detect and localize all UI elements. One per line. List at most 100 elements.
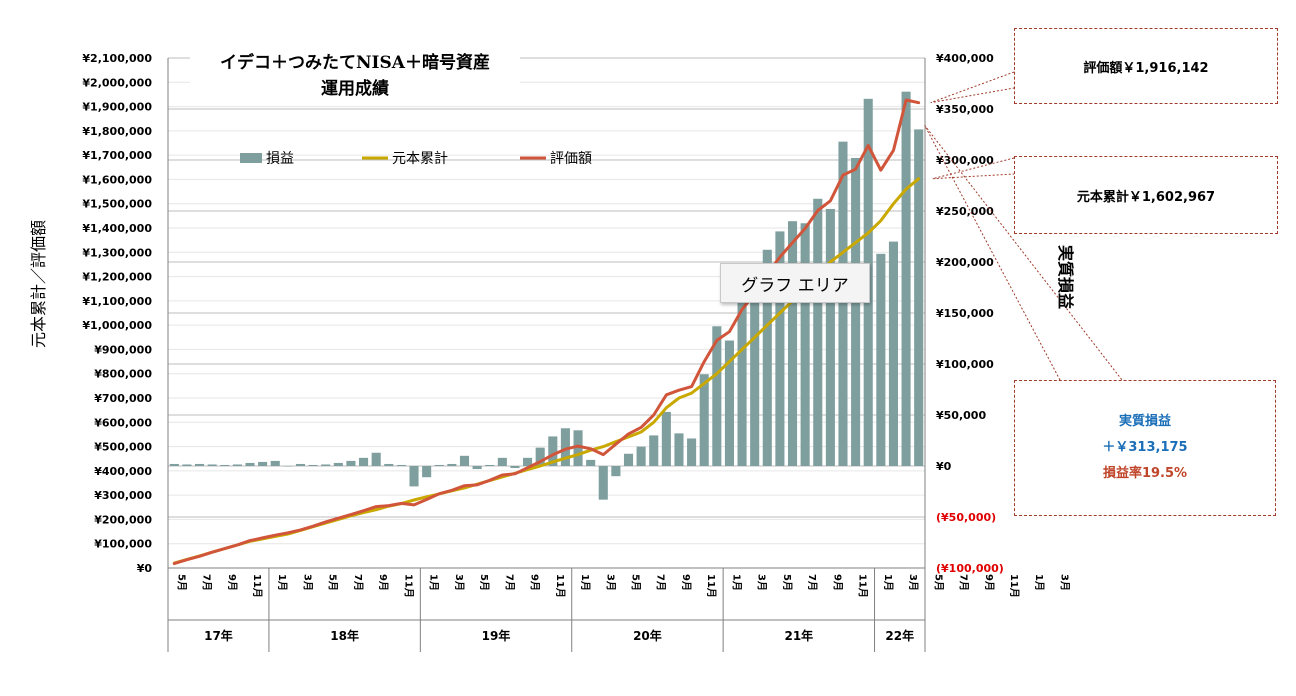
x-year-label: 19年 (482, 628, 511, 643)
bar-soneki (359, 457, 369, 466)
x-month-label: 7月 (201, 574, 213, 591)
left-tick-label: ¥0 (137, 562, 153, 575)
x-month-label: 9月 (377, 574, 389, 591)
right-tick-label: ¥50,000 (936, 409, 986, 422)
bar-soneki (245, 462, 255, 466)
bar-soneki (762, 249, 772, 466)
left-tick-label: ¥400,000 (94, 465, 152, 478)
left-tick-label: ¥1,400,000 (82, 222, 152, 235)
right-tick-label: ¥200,000 (936, 256, 994, 269)
left-tick-label: ¥1,500,000 (82, 198, 152, 211)
bar-soneki (510, 466, 520, 469)
x-year-label: 17年 (204, 628, 233, 643)
x-month-label: 1月 (276, 574, 288, 591)
x-month-label: 7月 (806, 574, 818, 591)
bar-soneki (775, 231, 785, 466)
line-hyoka (172, 98, 921, 566)
x-year-label: 21年 (784, 628, 813, 643)
left-axis-ticks: ¥0 ¥100,000 ¥200,000 ¥300,000 ¥400,000 ¥500,0… (82, 52, 152, 575)
bar-soneki (737, 297, 747, 466)
x-month-label: 7月 (958, 574, 970, 591)
x-month-label: 9月 (983, 574, 995, 591)
bar-soneki (724, 340, 734, 466)
bar-soneki (851, 157, 861, 466)
x-month-label: 9月 (831, 574, 843, 591)
bar-soneki (497, 457, 507, 466)
x-month-label: 11月 (402, 574, 414, 598)
bar-soneki (472, 466, 482, 470)
title-background (190, 44, 520, 98)
bar-soneki (485, 464, 495, 466)
callout-jisshitsu-value: ＋￥313,175 (1102, 440, 1188, 455)
bar-soneki (207, 464, 217, 466)
x-axis: 5月 7月 9月 11月 1月 3月 5月 7月 9月 11月 1月 3月 5月 7月 9月 11月 1月 3月 5… (167, 568, 1071, 652)
x-month-label: 7月 (655, 574, 667, 591)
left-tick-label: ¥600,000 (94, 416, 152, 429)
left-tick-label: ¥1,600,000 (82, 173, 152, 186)
callout-gankin: 元本累計￥1,602,967 (1014, 156, 1278, 234)
x-month-label: 7月 (352, 574, 364, 591)
bar-soneki (623, 453, 634, 466)
bar-soneki (258, 461, 268, 466)
legend-label-soneki: 損益 (266, 151, 294, 167)
x-month-label: 7月 (503, 574, 515, 591)
x-month-label: 11月 (705, 574, 717, 598)
bar-soneki (813, 198, 823, 466)
bar-soneki (232, 464, 242, 466)
x-month-label: 5月 (932, 574, 944, 591)
bar-soneki (270, 460, 280, 466)
x-month-label: 9月 (226, 574, 238, 591)
x-month-label: 1月 (730, 574, 742, 591)
x-year-label: 20年 (633, 628, 662, 643)
bar-soneki (825, 208, 835, 466)
right-tick-label: ¥300,000 (936, 154, 994, 167)
x-month-label: 5月 (478, 574, 490, 591)
bar-soneki (422, 466, 432, 478)
x-month-label: 5月 (781, 574, 793, 591)
x-month-label: 3月 (302, 574, 314, 591)
bar-soneki (787, 221, 798, 466)
right-tick-label: ¥250,000 (936, 205, 994, 218)
x-year-label: 22年 (885, 628, 914, 643)
chart-area-tooltip: グラフ エリア (720, 263, 870, 303)
bar-soneki (560, 428, 570, 466)
callout-leader-lines (924, 71, 1123, 381)
left-tick-label: ¥500,000 (94, 441, 152, 454)
x-month-label: 1月 (1033, 574, 1045, 591)
bar-soneki (535, 447, 545, 466)
bar-soneki (901, 91, 911, 466)
bar-soneki (220, 464, 230, 466)
bar-soneki (194, 463, 205, 466)
bar-soneki (636, 446, 646, 466)
bar-soneki (459, 455, 470, 466)
bar-soneki (573, 430, 583, 466)
bar-soneki (333, 462, 343, 466)
right-tick-label: ¥400,000 (936, 52, 994, 65)
callout-jisshitsu-rate: 損益率19.5% (1102, 466, 1188, 481)
bar-soneki (687, 438, 697, 466)
bar-soneki (396, 464, 406, 466)
x-month-label: 1月 (882, 574, 894, 591)
left-tick-label: ¥1,200,000 (82, 271, 152, 284)
bar-soneki (384, 463, 394, 466)
chart-title-line2: 運用成績 (321, 78, 389, 99)
left-tick-label: ¥2,100,000 (82, 52, 152, 65)
x-month-label: 11月 (251, 574, 263, 598)
left-tick-label: ¥700,000 (94, 392, 152, 405)
bar-soneki (548, 436, 558, 466)
bar-soneki (661, 411, 671, 466)
x-month-label: 11月 (857, 574, 869, 598)
left-tick-label: ¥900,000 (94, 343, 152, 356)
left-tick-label: ¥1,000,000 (82, 319, 152, 332)
bar-soneki (699, 374, 709, 466)
bar-soneki (346, 460, 356, 466)
left-tick-label: ¥100,000 (94, 538, 152, 551)
leader-hyoka (930, 71, 1015, 104)
x-month-label: 3月 (907, 574, 919, 591)
legend-swatch-soneki (240, 153, 262, 163)
right-tick-label: (¥100,000) (936, 562, 1004, 575)
x-month-label: 3月 (756, 574, 768, 591)
x-month-label: 3月 (1059, 574, 1071, 591)
bar-soneki (649, 435, 659, 466)
